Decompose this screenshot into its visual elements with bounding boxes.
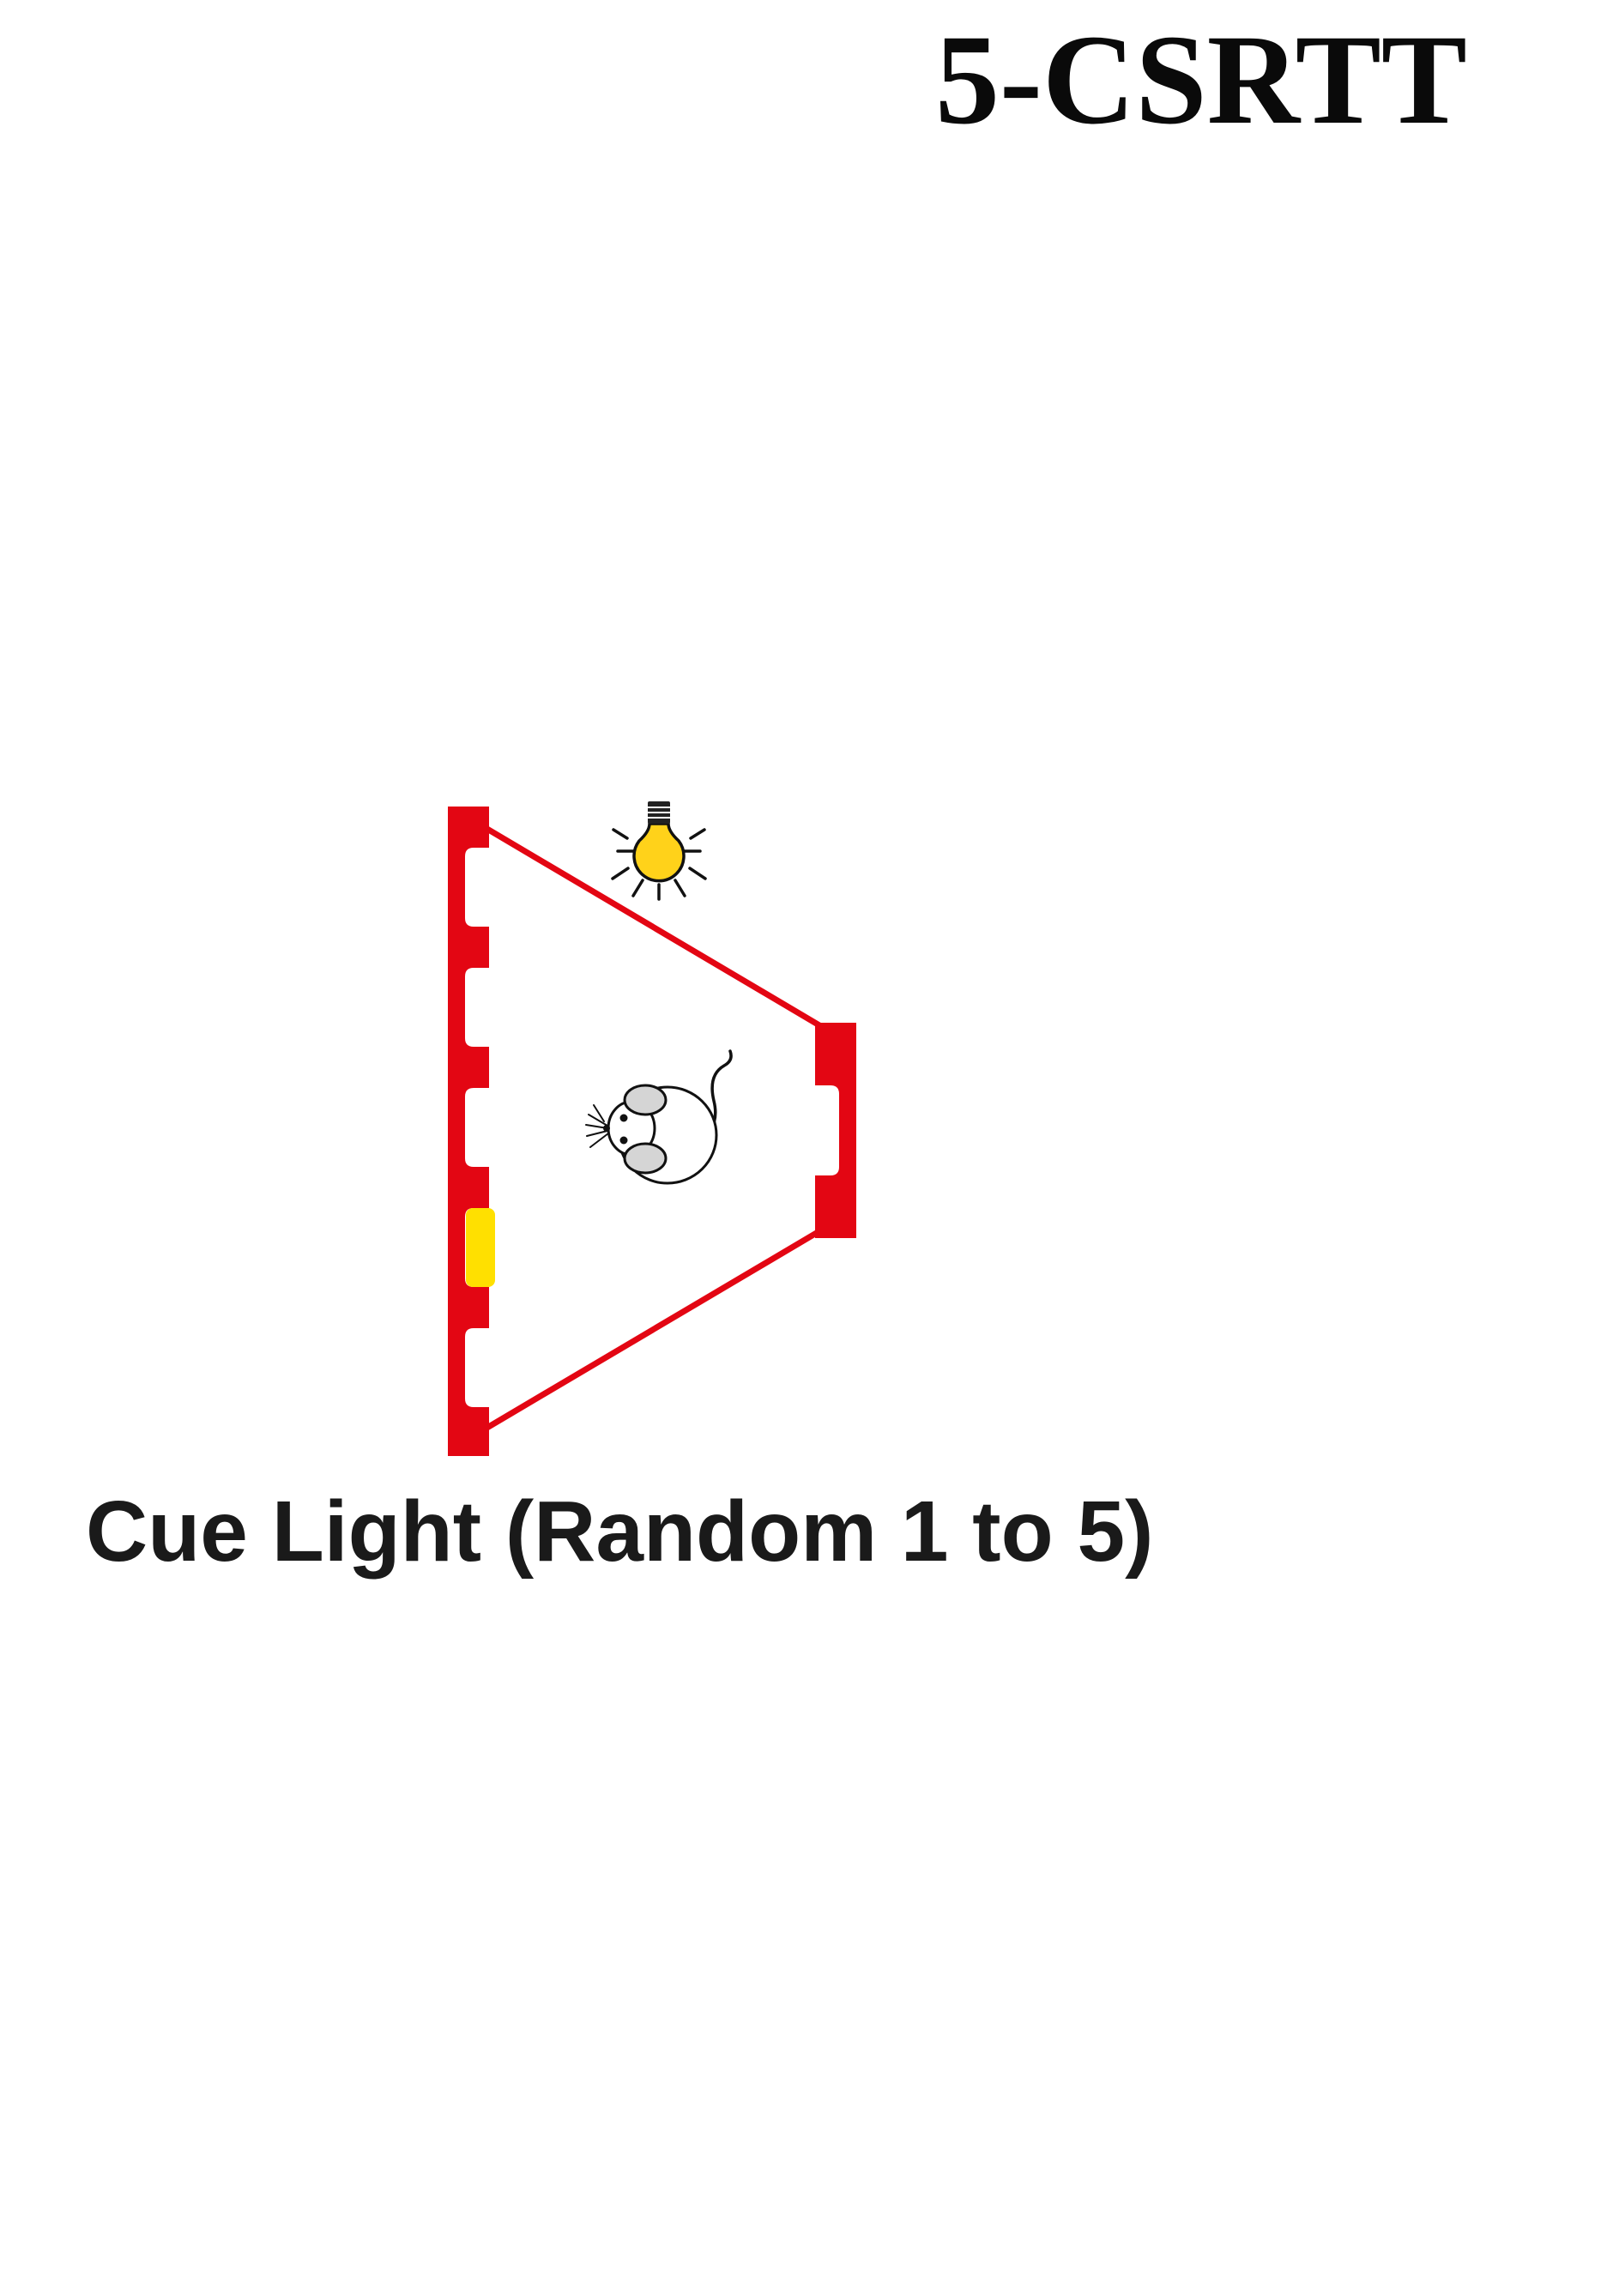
food-magazine-wall bbox=[815, 1023, 856, 1238]
diagram-title: 5-CSRTT bbox=[935, 9, 1467, 151]
mouse-icon bbox=[585, 1049, 733, 1185]
diagram-caption: Cue Light (Random 1 to 5) bbox=[86, 1483, 1154, 1580]
chamber-top-wall bbox=[482, 825, 823, 1029]
chamber-bottom-wall bbox=[482, 1228, 823, 1432]
light-bulb-icon bbox=[611, 801, 707, 901]
cue-light-hole bbox=[466, 1208, 495, 1287]
nose-poke-wall bbox=[448, 807, 489, 1456]
